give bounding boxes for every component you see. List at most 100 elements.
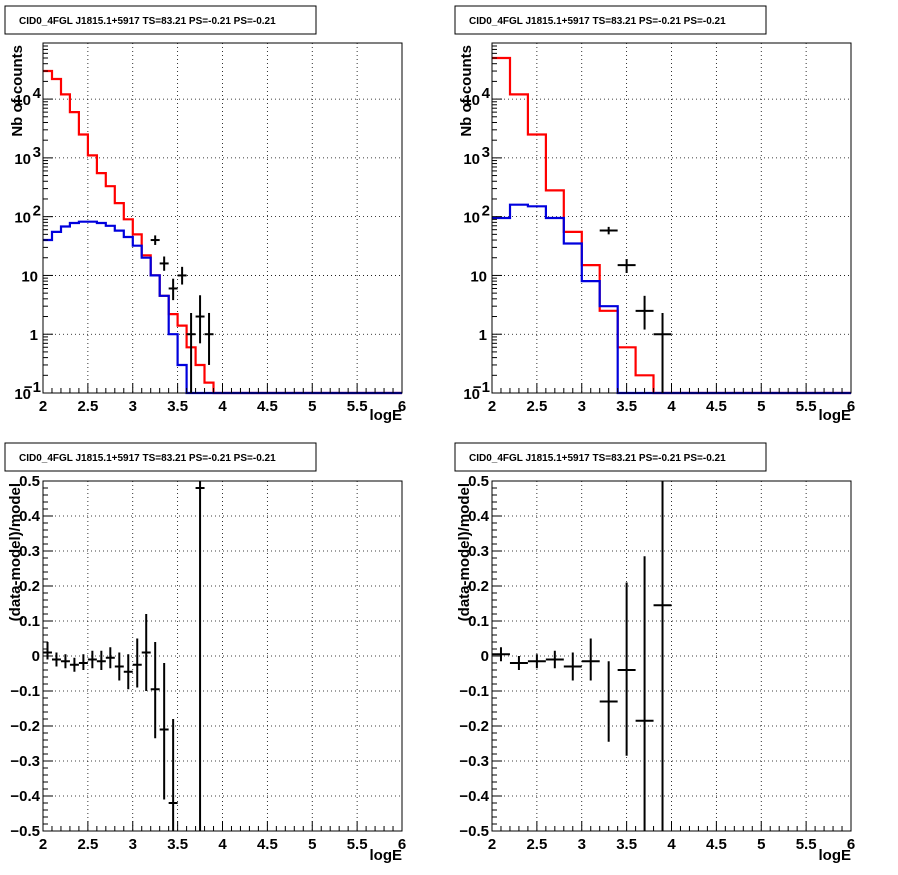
x-tick-label: 5: [308, 836, 316, 853]
data-point: [114, 652, 124, 681]
chart-panel-4: 2 2.5 3 3.5 4 4.5 5 5.5 6 −0.5 −0.4 −0.3 −0.2 −0.1 0 0.…: [454, 442, 855, 864]
y-tick-label: 0.5: [468, 473, 489, 490]
data-point: [617, 582, 636, 756]
y-tick-label: −0.4: [10, 788, 40, 805]
y-tick-label: 10: [470, 268, 487, 285]
x-tick-label: 5.5: [796, 836, 817, 853]
y-tick-label: 10: [463, 92, 480, 109]
y-tick-label: 10: [463, 151, 480, 168]
histogram-series-1: [492, 56, 851, 395]
x-tick-label: 3: [129, 398, 137, 415]
data-point: [150, 642, 160, 739]
x-tick-label: 5: [757, 398, 765, 415]
x-axis: 2 2.5 3 3.5 4 4.5 5 5.5 6: [39, 383, 406, 415]
x-tick-label: 2.5: [77, 836, 98, 853]
x-tick-label: 4: [667, 836, 676, 853]
data-point: [60, 654, 70, 669]
y-tick-label: 10: [463, 210, 480, 227]
x-tick-label: 2: [488, 836, 496, 853]
y-axis: −0.5 −0.4 −0.3 −0.2 −0.1 0 0.1 0.2 0.3 0.4 0.5: [459, 473, 502, 840]
x-tick-label: 3: [578, 836, 586, 853]
data-point: [177, 266, 187, 285]
data-point: [159, 663, 169, 800]
x-tick-label: 3.5: [167, 398, 188, 415]
y-tick-exponent: −1: [24, 379, 41, 396]
data-point: [150, 235, 160, 245]
grid-lines: [43, 481, 402, 831]
x-tick-label: 5: [757, 836, 765, 853]
grid-lines: [43, 43, 402, 393]
chart-title-box: CID0_4FGL J1815.1+5917 TS=83.21 PS=-0.21…: [4, 5, 317, 35]
data-point: [492, 647, 510, 662]
y-tick-label: −0.4: [459, 788, 489, 805]
x-tick-label: 2: [488, 398, 496, 415]
x-tick-label: 2.5: [526, 398, 547, 415]
y-tick-label: 0.1: [19, 613, 40, 630]
y-tick-label: 10: [463, 386, 480, 403]
data-point: [78, 654, 88, 670]
data-point: [105, 647, 115, 669]
data-point: [43, 642, 52, 660]
x-tick-label: 4.5: [706, 398, 727, 415]
data-point: [87, 650, 97, 669]
y-tick-label: −0.1: [459, 683, 489, 700]
data-point: [617, 259, 636, 274]
x-tick-label: 4.5: [706, 836, 727, 853]
data-points: [492, 481, 672, 831]
x-tick-label: 2: [39, 398, 47, 415]
y-tick-label: 10: [14, 151, 31, 168]
y-tick-label: 10: [21, 268, 38, 285]
y-tick-label: 0.2: [468, 578, 489, 595]
data-point: [96, 650, 106, 670]
grid-lines: [492, 481, 851, 831]
chart-title-box: CID0_4FGL J1815.1+5917 TS=83.21 PS=-0.21…: [454, 5, 767, 35]
data-point: [195, 481, 205, 831]
data-point: [195, 295, 205, 344]
x-tick-label: 4.5: [257, 398, 278, 415]
title-box-frame: [4, 5, 317, 35]
y-tick-exponent: 4: [33, 85, 42, 102]
x-axis-title: logE: [370, 847, 403, 864]
x-tick-label: 6: [847, 398, 855, 415]
title-box-frame: [4, 442, 317, 472]
x-axis-title: logE: [370, 407, 403, 424]
chart-title: CID0_4FGL J1815.1+5917 TS=83.21 PS=-0.21…: [19, 16, 276, 27]
x-tick-label: 6: [398, 836, 406, 853]
x-tick-label: 6: [398, 398, 406, 415]
y-tick-label: 0.1: [468, 613, 489, 630]
y-axis-title: Nb of counts: [458, 45, 475, 137]
y-tick-label: −0.2: [459, 718, 489, 735]
chart-title-box: CID0_4FGL J1815.1+5917 TS=83.21 PS=-0.21…: [4, 442, 317, 472]
y-tick-exponent: 3: [482, 144, 490, 161]
data-point: [123, 654, 133, 690]
data-point: [69, 657, 79, 672]
y-tick-label: −0.2: [10, 718, 40, 735]
x-tick-label: 3.5: [616, 836, 637, 853]
data-point: [509, 656, 528, 670]
data-point: [635, 556, 654, 831]
title-box-frame: [454, 5, 767, 35]
x-tick-label: 2.5: [77, 398, 98, 415]
data-point: [132, 638, 142, 688]
x-tick-label: 6: [847, 836, 855, 853]
x-axis: 2 2.5 3 3.5 4 4.5 5 5.5 6: [39, 821, 406, 853]
x-tick-label: 3: [129, 836, 137, 853]
data-points: [43, 481, 205, 831]
x-tick-label: 3: [578, 398, 586, 415]
x-axis: 2 2.5 3 3.5 4 4.5 5 5.5 6: [488, 383, 855, 415]
data-point: [141, 614, 151, 691]
y-tick-label: −0.3: [459, 753, 489, 770]
data-point: [653, 312, 672, 393]
x-tick-label: 4: [667, 398, 676, 415]
y-tick-exponent: −1: [473, 379, 490, 396]
y-tick-label: 10: [14, 210, 31, 227]
data-point: [545, 650, 564, 669]
data-point: [159, 256, 169, 271]
y-axis-title: (data-model)/model: [456, 483, 473, 621]
chart-title: CID0_4FGL J1815.1+5917 TS=83.21 PS=-0.21…: [469, 453, 726, 464]
y-tick-label: 0.4: [19, 508, 41, 525]
data-point: [581, 638, 600, 681]
x-tick-label: 3.5: [167, 836, 188, 853]
